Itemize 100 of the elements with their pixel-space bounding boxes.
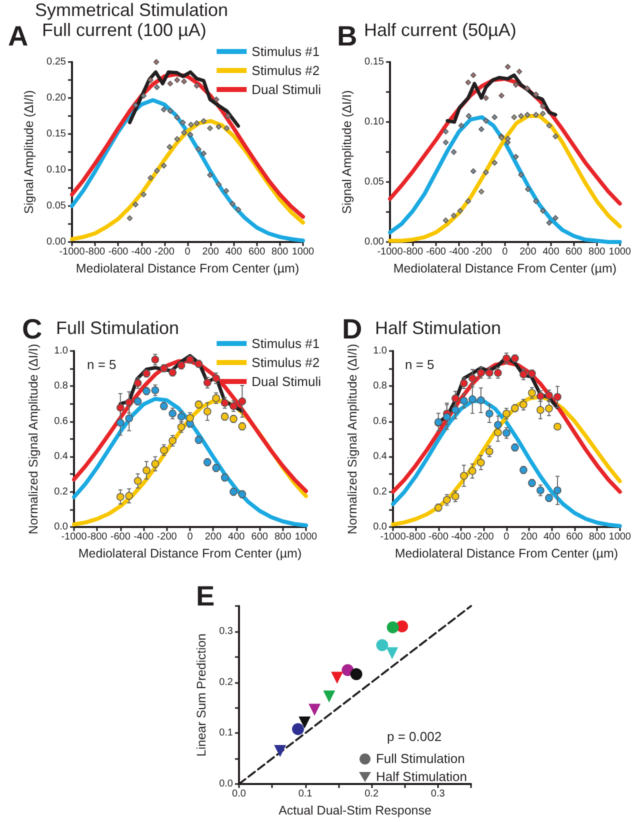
text: D (342, 314, 362, 344)
x-tick-label: 200 (520, 246, 537, 258)
text: Full Stimulation (376, 750, 465, 768)
y-tick-label: 0.10 (364, 116, 384, 128)
x-tick-label: -200 (156, 532, 178, 542)
x-tick-label: 800 (588, 532, 606, 542)
annotation: n = 5 (87, 357, 116, 372)
y-tick-label: 0.8 (373, 380, 388, 392)
x-tick-label: -800 (402, 246, 424, 258)
x-axis-title: Mediolateral Distance From Center (µm) (394, 546, 618, 560)
x-tick-label: -600 (110, 532, 131, 542)
y-tick-label: 0.4 (54, 451, 68, 462)
y-tick-label: 0.1 (219, 728, 234, 739)
x-tick-label: 400 (228, 532, 246, 542)
x-tick-label: 200 (520, 532, 538, 542)
x-tick-label: 0.1 (298, 788, 313, 800)
x-tick-label: -800 (406, 532, 426, 542)
x-tick-label: 600 (248, 246, 266, 258)
chart-subtitle: Full current (100 µA) (42, 20, 206, 40)
y-tick-label: 0.0 (219, 778, 234, 790)
x-tick-label: -800 (87, 532, 108, 542)
y-axis-title: Normalized Signal Amplitude (ΔI/I) (26, 344, 40, 534)
x-tick-label: 1000 (292, 246, 315, 258)
y-tick-label: 0.4 (373, 451, 388, 462)
y-tick-label: 0.2 (373, 486, 388, 498)
x-tick-label: -600 (426, 246, 446, 258)
y-tick-label: 0.20 (46, 92, 66, 104)
x-tick-label: 0 (502, 246, 508, 258)
x-axis-title: Actual Dual-Stim Response (278, 804, 432, 818)
x-tick-label: -200 (472, 246, 492, 258)
y-tick-label: 0.0 (373, 522, 388, 532)
x-tick-label: 800 (274, 532, 292, 542)
x-tick-label: -400 (131, 246, 152, 258)
x-tick-label: -1000 (61, 532, 88, 542)
x-tick-label: -800 (85, 246, 106, 258)
y-tick-label: 0.6 (373, 416, 388, 427)
y-tick-label: 0.00 (364, 236, 384, 248)
x-tick-label: 0.3 (430, 788, 446, 800)
x-tick-label: 800 (272, 246, 289, 258)
x-tick-label: 200 (202, 246, 220, 258)
y-tick-label: 0.10 (46, 164, 66, 176)
chart-title: Symmetrical Stimulation (35, 0, 228, 20)
x-tick-label: 600 (566, 532, 584, 542)
x-tick-label: 600 (566, 246, 583, 258)
x-tick-label: -1000 (380, 532, 406, 542)
legend-label: Stimulus #1 (252, 44, 320, 59)
y-tick-label: 0.2 (219, 676, 234, 688)
y-tick-label: 0.25 (46, 56, 66, 68)
chart-title: Full Stimulation (56, 318, 180, 338)
x-tick-label: -200 (474, 532, 494, 542)
annotation: n = 5 (405, 357, 434, 372)
x-tick-label: -400 (134, 532, 154, 542)
y-tick-label: 0.3 (219, 626, 234, 637)
x-axis-title: Mediolateral Distance From Center (µm) (78, 546, 302, 560)
y-axis-title: Linear Sum Prediction (194, 633, 209, 756)
y-axis-title: Signal Amplitude (ΔI/I) (340, 90, 354, 214)
x-tick-label: 400 (225, 246, 242, 258)
x-axis-title: Mediolateral Distance From Center (µm) (393, 262, 617, 276)
legend-label: Dual Stimuli (252, 374, 322, 389)
y-tick-label: 0.15 (364, 56, 384, 68)
x-tick-label: 400 (542, 246, 560, 258)
x-tick-label: -400 (451, 532, 472, 542)
x-tick-label: -200 (154, 246, 175, 258)
y-tick-label: 0.6 (54, 416, 68, 427)
text: Half Stimulation (376, 768, 467, 786)
x-tick-label: 800 (588, 246, 606, 258)
x-tick-label: 1000 (608, 532, 632, 542)
x-tick-label: 0 (184, 246, 191, 258)
x-tick-label: 400 (543, 532, 561, 542)
x-tick-label: -600 (108, 246, 129, 258)
x-tick-label: 0.0 (232, 788, 246, 800)
y-tick-label: 1.0 (373, 346, 388, 356)
text: B (337, 20, 358, 52)
legend-label: Stimulus #1 (252, 336, 320, 351)
y-tick-label: 0.2 (54, 486, 68, 498)
x-tick-label: -600 (428, 532, 449, 542)
chart-title: Half current (50µA) (364, 20, 516, 40)
y-axis-title: Normalized Signal Amplitude (ΔI/I) (346, 344, 360, 534)
x-tick-label: -400 (448, 246, 470, 258)
x-tick-label: 0 (187, 532, 194, 542)
x-tick-label: 0 (504, 532, 510, 542)
x-tick-label: 1000 (608, 246, 632, 258)
y-tick-label: 0.05 (364, 176, 384, 188)
y-tick-label: 0.15 (46, 128, 66, 140)
text: E (196, 580, 215, 612)
y-tick-label: 0.0 (54, 522, 68, 532)
x-tick-label: -1000 (59, 246, 86, 258)
legend-label: Dual Stimuli (252, 82, 322, 97)
x-axis-title: Mediolateral Distance From Center (µm) (76, 262, 300, 276)
chart-title: Half Stimulation (375, 318, 502, 338)
x-tick-label: 1000 (294, 532, 318, 542)
x-tick-label: 600 (251, 532, 268, 542)
legend-label: Stimulus #2 (252, 355, 320, 370)
y-axis-title: Signal Amplitude (ΔI/I) (22, 90, 36, 214)
text: A (8, 20, 28, 52)
legend-label: Stimulus #2 (252, 63, 320, 78)
y-tick-label: 1.0 (54, 346, 68, 356)
y-tick-label: 0.00 (46, 236, 66, 248)
y-tick-label: 0.05 (46, 200, 66, 212)
text: C (22, 314, 42, 344)
